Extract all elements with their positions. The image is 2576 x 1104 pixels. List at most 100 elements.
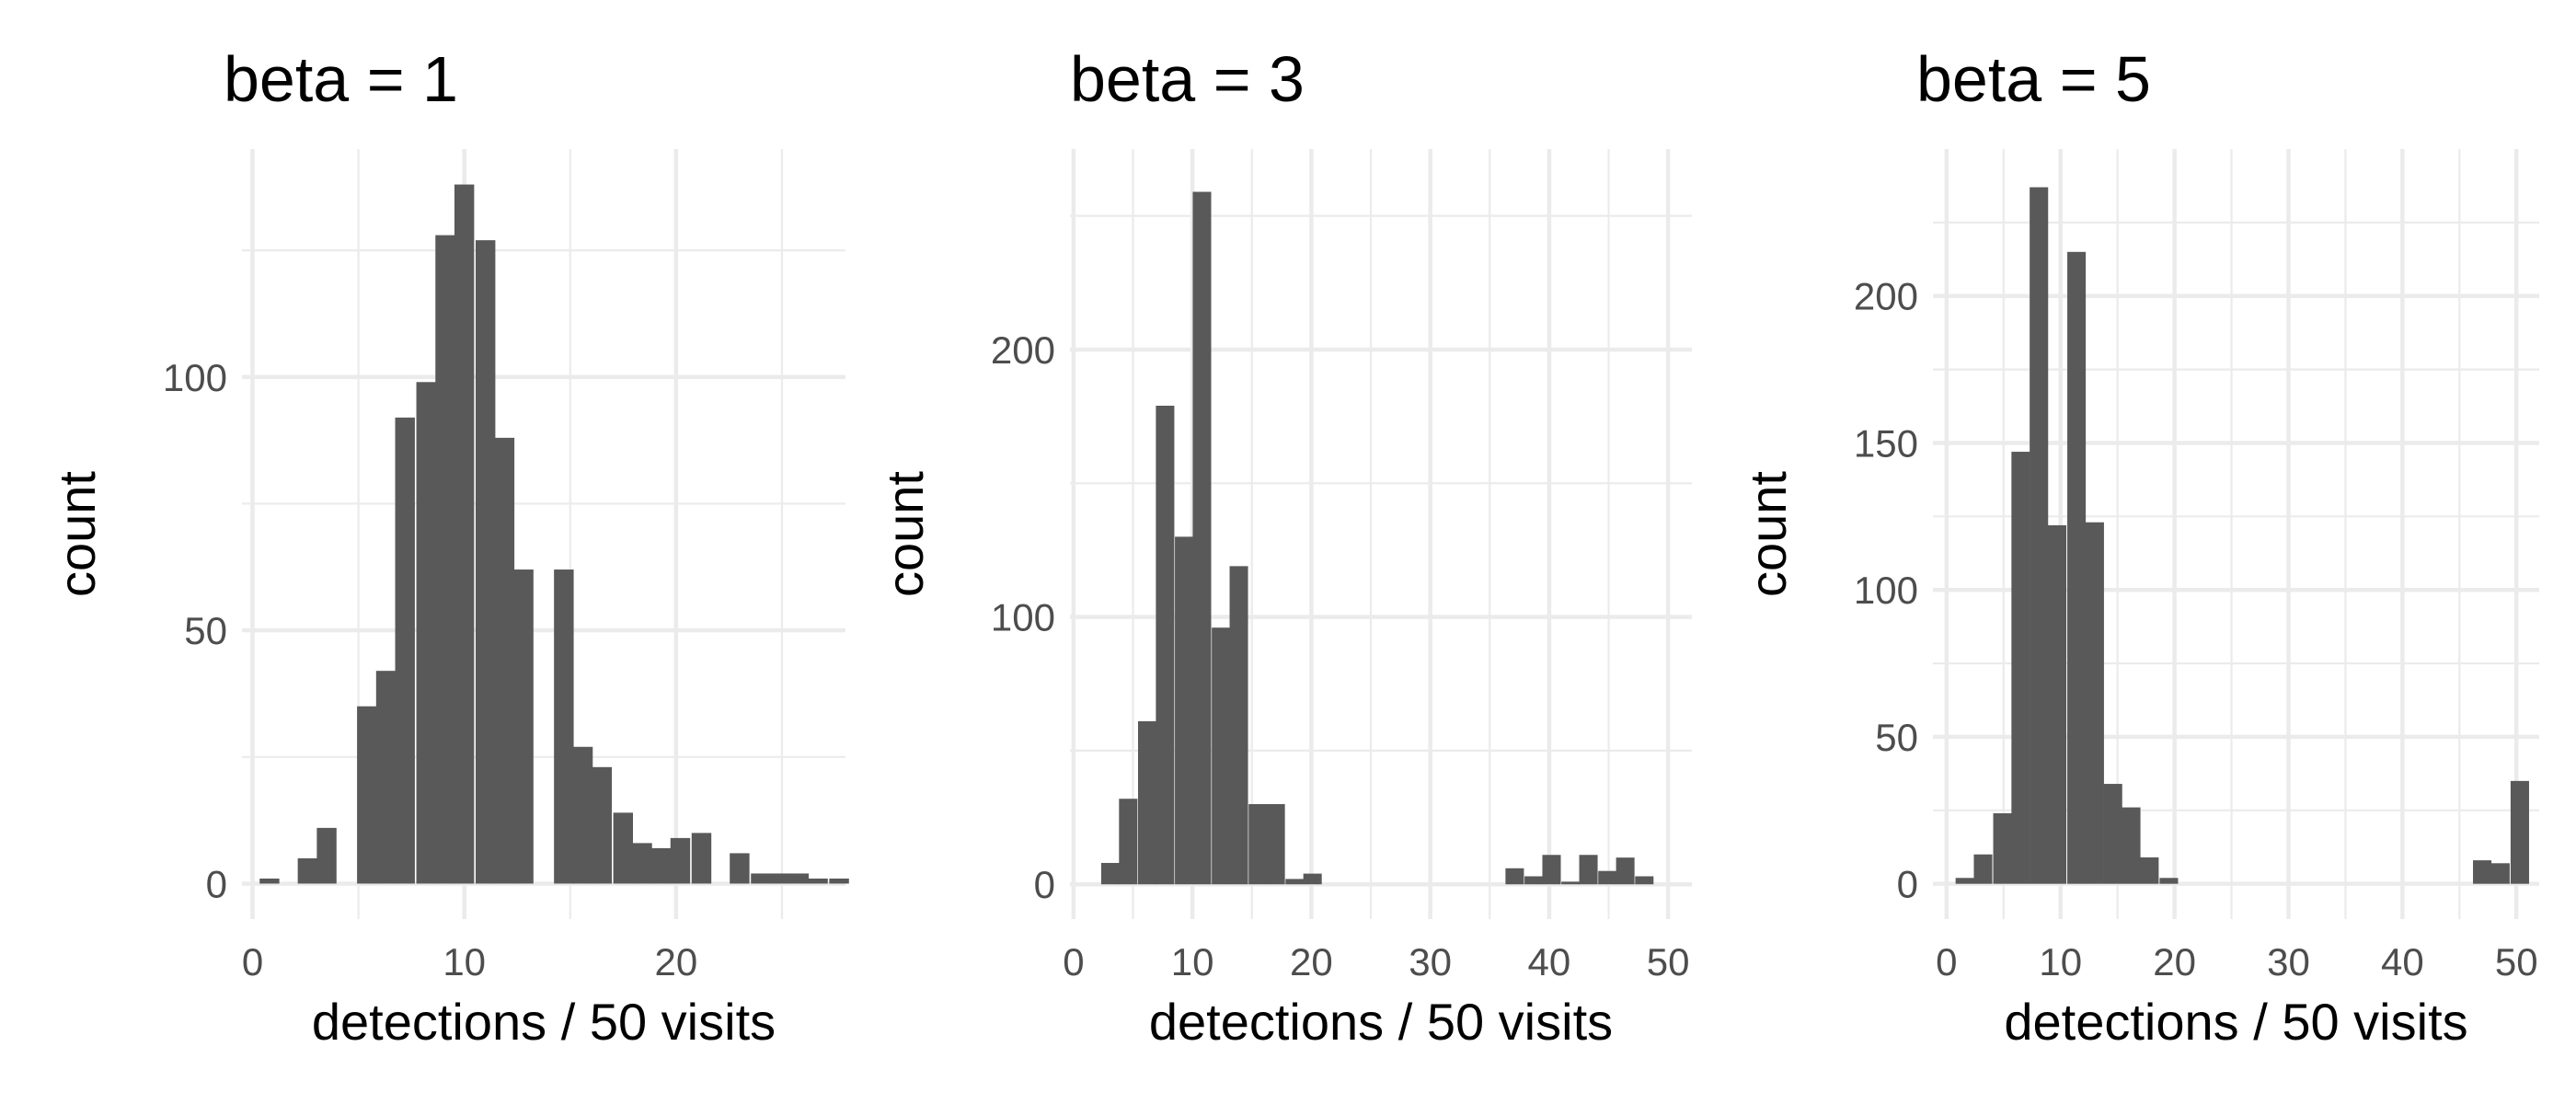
- histogram-bar: [316, 827, 337, 884]
- y-axis-title: count: [1739, 471, 1797, 597]
- y-axis-title: count: [876, 471, 934, 597]
- histogram-bar: [572, 746, 593, 884]
- x-tick-label: 0: [242, 940, 263, 983]
- y-tick-label: 100: [991, 596, 1055, 639]
- histogram-bar: [1248, 804, 1268, 885]
- histogram-bar: [2047, 524, 2067, 884]
- panel-title: beta = 5: [1916, 43, 2151, 115]
- y-tick-label: 50: [1875, 716, 1918, 759]
- histogram-bar: [2159, 878, 2179, 884]
- x-axis-title: detections / 50 visits: [312, 993, 776, 1051]
- histogram-bar: [1635, 876, 1654, 885]
- x-tick-label: 20: [1290, 940, 1333, 983]
- histogram-bar: [416, 382, 436, 884]
- histogram-bar: [1212, 627, 1231, 885]
- x-tick-label: 10: [2039, 940, 2082, 983]
- y-axis-title: count: [48, 471, 106, 597]
- histogram-bar: [670, 837, 691, 884]
- x-tick-label: 40: [1528, 940, 1571, 983]
- histogram-bar: [1229, 566, 1248, 885]
- panel-3: 0 10 20 30 40 50 0 50 100 150 200 beta = 5 detection…: [1739, 43, 2539, 1051]
- histogram-bar: [1175, 536, 1194, 885]
- histogram-bar: [1993, 812, 2012, 884]
- x-axis-title: detections / 50 visits: [2004, 993, 2467, 1051]
- histogram-bar: [769, 873, 790, 884]
- x-tick-label: 0: [1063, 940, 1084, 983]
- x-tick-label: 40: [2381, 940, 2424, 983]
- panel-1: 0 10 20 0 50 100 beta = 1 detections / 50 visit…: [48, 43, 849, 1051]
- y-tick-label: 0: [1897, 863, 1918, 906]
- histogram-bar: [730, 853, 750, 884]
- x-tick-label: 20: [655, 940, 698, 983]
- x-tick-label: 30: [2267, 940, 2310, 983]
- histogram-bar: [435, 235, 455, 884]
- histogram-bar: [2011, 452, 2030, 884]
- x-tick-label: 50: [2495, 940, 2538, 983]
- histogram-bar: [1119, 799, 1138, 885]
- histogram-bar: [2122, 807, 2141, 884]
- y-tick-label: 0: [1034, 863, 1055, 906]
- histogram-bar: [808, 878, 828, 884]
- x-tick-label: 0: [1936, 940, 1957, 983]
- histogram-bar: [592, 766, 613, 884]
- histogram-bar: [1192, 191, 1212, 885]
- histogram-bar: [613, 812, 634, 884]
- histogram-bar: [1303, 873, 1322, 885]
- histogram-bar: [1561, 881, 1581, 885]
- histogram-bar: [454, 184, 475, 884]
- panel-2: 0 10 20 30 40 50 0 100 200 beta = 3 detections / 5…: [876, 43, 1692, 1051]
- histogram-bar: [1266, 804, 1285, 885]
- histogram-bar: [1955, 878, 1974, 884]
- histogram-bar: [2030, 187, 2049, 884]
- histogram-bar: [375, 671, 397, 884]
- x-axis-title: detections / 50 visits: [1149, 993, 1613, 1051]
- histogram-bar: [788, 873, 810, 884]
- y-tick-label: 0: [206, 862, 227, 905]
- histogram-bar: [1542, 855, 1561, 885]
- y-tick-label: 100: [1854, 569, 1918, 612]
- histogram-bar: [829, 878, 849, 884]
- histogram-bar: [1505, 868, 1524, 885]
- y-tick-label: 150: [1854, 421, 1918, 465]
- panel-title: beta = 3: [1070, 43, 1305, 115]
- x-tick-label: 10: [443, 940, 486, 983]
- histogram-bar: [475, 240, 496, 884]
- histogram-bar: [2490, 863, 2510, 884]
- histogram-bar: [1524, 876, 1544, 885]
- y-tick-label: 200: [991, 328, 1055, 372]
- x-tick-label: 30: [1409, 940, 1452, 983]
- histogram-bar: [1598, 870, 1617, 885]
- histogram-bar: [1973, 854, 1993, 884]
- histogram-bar: [651, 847, 672, 884]
- histogram-bar: [1616, 857, 1635, 885]
- histogram-bar: [1100, 862, 1120, 885]
- histogram-bar: [395, 417, 415, 884]
- y-tick-label: 50: [184, 609, 227, 652]
- histogram-bar: [632, 843, 652, 884]
- histogram-bar: [494, 437, 515, 884]
- panel-title: beta = 1: [224, 43, 458, 115]
- histogram-bar: [357, 706, 377, 884]
- histogram-bar: [2140, 857, 2159, 884]
- histogram-bar: [751, 873, 771, 884]
- histogram-bar: [554, 569, 574, 884]
- histogram-bar: [2067, 251, 2087, 884]
- histogram-bar: [259, 878, 280, 884]
- histogram-bar: [297, 857, 318, 884]
- histogram-bar: [2085, 522, 2104, 884]
- histogram-bar: [2473, 860, 2492, 884]
- histogram-bar: [513, 569, 534, 884]
- x-tick-label: 10: [1171, 940, 1214, 983]
- y-tick-label: 200: [1854, 275, 1918, 318]
- histogram-bar: [2510, 780, 2529, 884]
- histogram-bar: [1137, 720, 1157, 885]
- histogram-bar: [1579, 855, 1598, 885]
- histogram-bar: [691, 833, 712, 884]
- x-tick-label: 50: [1647, 940, 1690, 983]
- y-tick-label: 100: [163, 356, 227, 399]
- histogram-bar: [1285, 879, 1305, 885]
- histogram-bar: [1156, 406, 1175, 885]
- histogram-bar: [2103, 784, 2122, 884]
